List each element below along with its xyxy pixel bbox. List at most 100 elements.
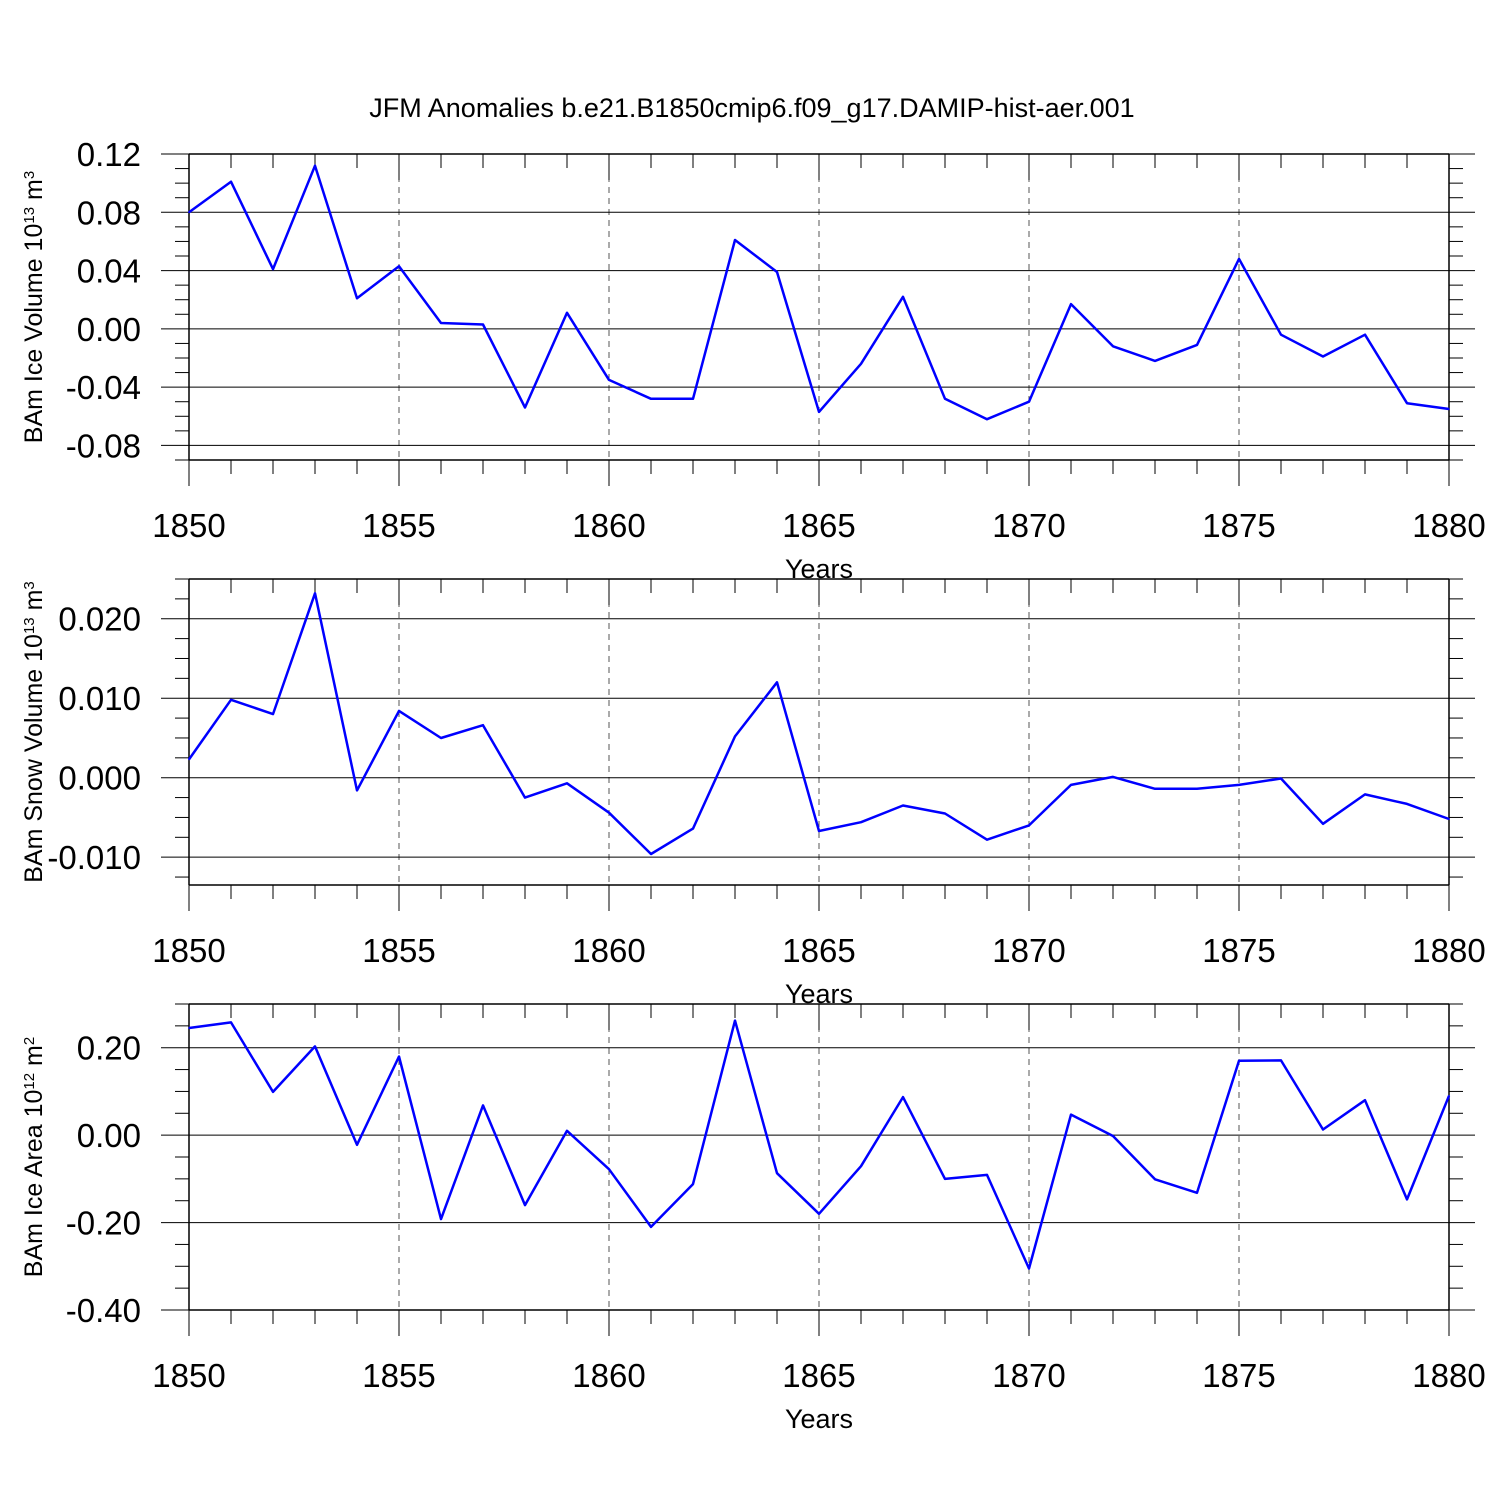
data-point xyxy=(650,853,652,855)
data-point xyxy=(1112,1135,1114,1137)
x-tick-label: 1865 xyxy=(782,932,855,969)
data-point xyxy=(188,758,190,761)
x-tick-label: 1865 xyxy=(782,1357,855,1394)
data-point xyxy=(272,268,274,270)
data-point xyxy=(902,296,904,298)
y-tick-label: 0.12 xyxy=(77,136,141,173)
y-axis-title: BAm Snow Volume 1013 m3 xyxy=(20,581,48,883)
data-point xyxy=(1406,402,1408,404)
data-point xyxy=(566,312,568,314)
data-point xyxy=(1196,788,1198,790)
data-point xyxy=(1280,1059,1282,1062)
data-point xyxy=(944,398,946,400)
data-point xyxy=(398,710,400,712)
data-point xyxy=(1364,333,1366,336)
y-axis-title-part: m xyxy=(20,179,48,207)
y-axis-title-exponent: 13 xyxy=(21,207,38,224)
data-point xyxy=(1154,360,1156,362)
data-point xyxy=(944,812,946,815)
y-tick-label: -0.010 xyxy=(47,839,141,876)
data-point xyxy=(1070,784,1072,786)
data-point xyxy=(734,735,736,738)
data-point xyxy=(1322,823,1324,825)
data-point xyxy=(230,699,232,701)
x-tick-label: 1850 xyxy=(152,1357,225,1394)
data-point xyxy=(1364,1099,1366,1101)
x-tick-label: 1870 xyxy=(992,507,1065,544)
y-tick-label: 0.04 xyxy=(77,253,141,290)
data-point xyxy=(188,211,190,214)
data-point xyxy=(734,239,736,241)
data-point xyxy=(1070,303,1072,305)
data-point xyxy=(440,1218,442,1220)
x-tick-label: 1855 xyxy=(362,932,435,969)
data-point xyxy=(860,1165,862,1167)
panel-2: -0.010 0.000 0.010 0.020 1850 1855 1860 1865 187… xyxy=(20,578,1486,1009)
x-axis-title: Years xyxy=(785,1404,853,1434)
data-point xyxy=(902,804,904,807)
y-tick-label: 0.08 xyxy=(77,194,141,231)
x-tick-label: 1855 xyxy=(362,507,435,544)
panel-1: -0.08 -0.04 0.00 0.04 0.08 0.12 1850 1855 1860 18… xyxy=(20,136,1486,584)
data-point xyxy=(1238,784,1240,786)
data-point xyxy=(986,418,988,421)
x-tick-label: 1875 xyxy=(1202,507,1275,544)
y-axis-title-part: BAm Snow Volume 10 xyxy=(20,634,48,883)
data-point xyxy=(1028,824,1030,827)
data-point xyxy=(776,1172,778,1174)
data-point xyxy=(314,164,316,167)
data-point xyxy=(1406,803,1408,805)
data-point xyxy=(1028,1267,1030,1270)
data-point xyxy=(356,789,358,792)
data-point xyxy=(1238,258,1240,260)
y-axis-title-exponent: 13 xyxy=(21,617,38,634)
data-point xyxy=(860,821,862,824)
data-point xyxy=(1196,1192,1198,1194)
data-point xyxy=(944,1178,946,1180)
figure-title: JFM Anomalies b.e21.B1850cmip6.f09_g17.D… xyxy=(369,93,1134,123)
data-point xyxy=(566,1129,568,1132)
x-tick-label: 1865 xyxy=(782,507,855,544)
panel-3: -0.40 -0.20 0.00 0.20 1850 1855 1860 1865 1870 18… xyxy=(20,1003,1486,1434)
x-tick-label: 1850 xyxy=(152,507,225,544)
y-tick-label: -0.04 xyxy=(66,369,141,406)
x-tick-label: 1870 xyxy=(992,932,1065,969)
x-tick-label: 1860 xyxy=(572,1357,645,1394)
y-tick-label: 0.00 xyxy=(77,1117,141,1154)
x-tick-label: 1875 xyxy=(1202,1357,1275,1394)
y-axis-title-exponent: 3 xyxy=(21,581,38,589)
data-point xyxy=(272,713,274,715)
y-tick-label: 0.000 xyxy=(58,760,141,797)
x-tick-label: 1880 xyxy=(1412,1357,1485,1394)
data-point xyxy=(1070,1113,1072,1116)
data-point xyxy=(440,737,442,739)
data-point xyxy=(398,1055,400,1058)
data-point xyxy=(650,1226,652,1228)
data-point xyxy=(398,265,400,268)
x-tick-label: 1860 xyxy=(572,507,645,544)
data-point xyxy=(314,592,316,595)
data-point xyxy=(524,1204,526,1206)
data-point xyxy=(776,681,778,684)
y-axis-title-exponent: 12 xyxy=(21,1073,38,1090)
data-point xyxy=(818,830,820,832)
data-point xyxy=(818,411,820,413)
data-point xyxy=(566,782,568,785)
data-point xyxy=(608,1168,610,1171)
x-tick-label: 1850 xyxy=(152,932,225,969)
data-point xyxy=(692,827,694,830)
data-point xyxy=(230,1021,232,1024)
y-axis-title: BAm Ice Volume 1013 m3 xyxy=(20,171,48,443)
data-point xyxy=(902,1096,904,1098)
y-tick-label: -0.40 xyxy=(66,1292,141,1329)
data-point xyxy=(1322,355,1324,358)
x-tick-label: 1870 xyxy=(992,1357,1065,1394)
panels: -0.08 -0.04 0.00 0.04 0.08 0.12 1850 1855 1860 18… xyxy=(20,136,1486,1434)
data-point xyxy=(1028,400,1030,403)
data-point xyxy=(692,1183,694,1185)
data-point xyxy=(482,724,484,727)
data-point xyxy=(692,398,694,400)
data-point xyxy=(608,811,610,814)
data-point xyxy=(1154,788,1156,790)
